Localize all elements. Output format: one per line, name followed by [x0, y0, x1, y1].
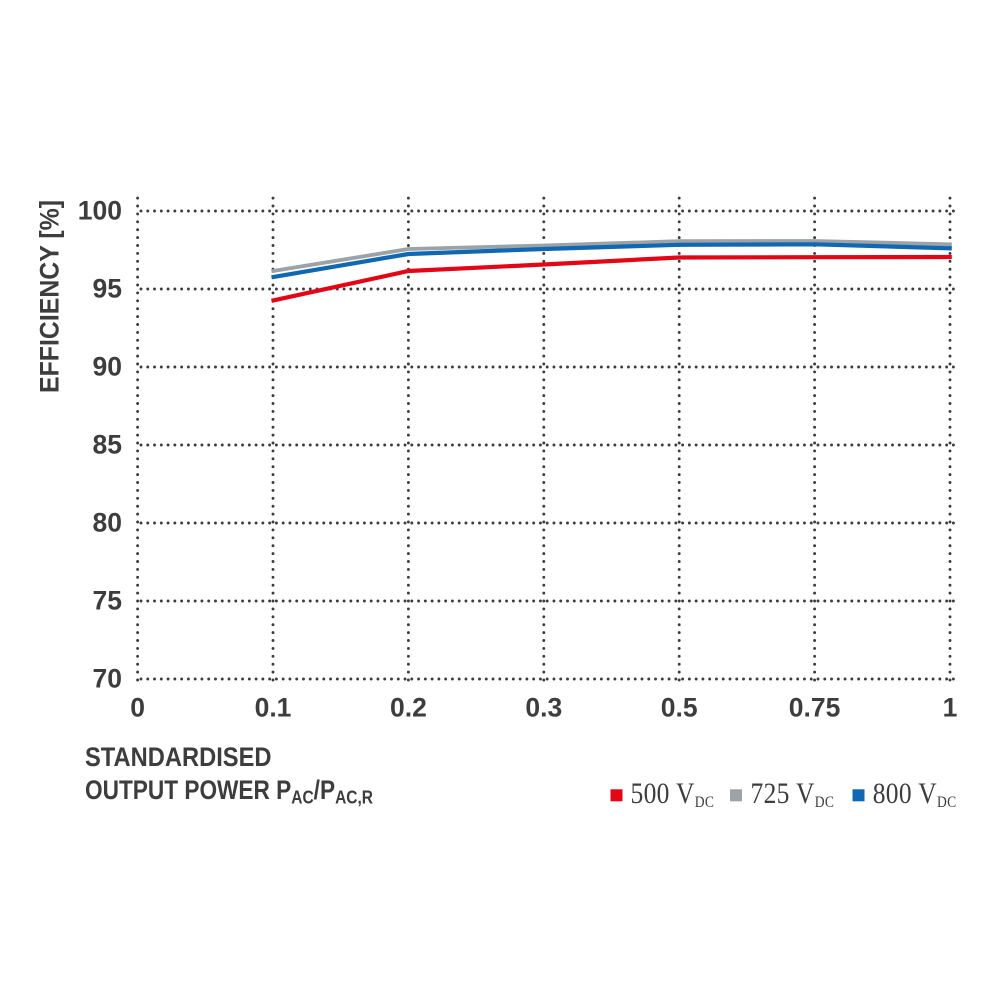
- svg-text:OUTPUT POWER PAC/PAC,R: OUTPUT POWER PAC/PAC,R: [85, 775, 373, 808]
- svg-text:0.75: 0.75: [789, 693, 841, 723]
- svg-text:0.1: 0.1: [255, 693, 292, 723]
- svg-text:80: 80: [93, 508, 122, 538]
- svg-text:1: 1: [943, 693, 958, 723]
- svg-text:STANDARDISED: STANDARDISED: [85, 742, 272, 772]
- svg-text:90: 90: [93, 352, 122, 382]
- svg-text:0.3: 0.3: [525, 693, 562, 723]
- svg-text:0.2: 0.2: [390, 693, 427, 723]
- svg-text:EFFICIENCY [%]: EFFICIENCY [%]: [35, 200, 65, 393]
- svg-text:0.5: 0.5: [661, 693, 698, 723]
- svg-text:0: 0: [130, 693, 145, 723]
- svg-text:100: 100: [78, 196, 122, 226]
- svg-text:85: 85: [93, 430, 122, 460]
- svg-text:95: 95: [93, 274, 122, 304]
- svg-text:75: 75: [93, 586, 122, 616]
- svg-text:70: 70: [93, 664, 122, 694]
